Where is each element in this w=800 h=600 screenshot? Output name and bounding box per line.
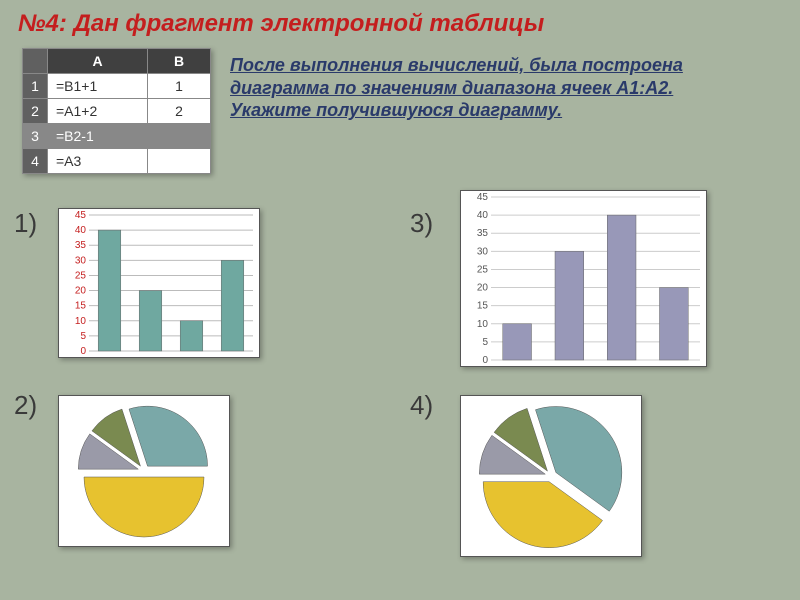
svg-text:20: 20 xyxy=(75,286,87,297)
col-header-b: B xyxy=(148,49,211,74)
svg-text:40: 40 xyxy=(477,210,489,221)
col-header-a: A xyxy=(48,49,148,74)
svg-text:25: 25 xyxy=(477,264,489,275)
row-number: 1 xyxy=(23,74,48,99)
page-title: №4: Дан фрагмент электронной таблицы xyxy=(0,0,800,42)
question-text: После выполнения вычислений, была постро… xyxy=(230,54,720,122)
svg-text:10: 10 xyxy=(477,319,489,330)
cell-b: 2 xyxy=(148,99,211,124)
svg-text:25: 25 xyxy=(75,270,87,281)
svg-text:5: 5 xyxy=(80,331,86,342)
cell-a: =A1+2 xyxy=(48,99,148,124)
cell-b: 1 xyxy=(148,74,211,99)
row-number: 3 xyxy=(23,124,48,149)
svg-text:0: 0 xyxy=(80,346,86,357)
row-number: 4 xyxy=(23,149,48,174)
col-header-blank xyxy=(23,49,48,74)
table-row: 3=B2-1 xyxy=(23,124,211,149)
svg-text:45: 45 xyxy=(75,210,87,221)
svg-text:15: 15 xyxy=(75,301,87,312)
option-label-3: 3) xyxy=(410,208,433,239)
svg-text:5: 5 xyxy=(482,337,488,348)
cell-b xyxy=(148,149,211,174)
cell-a: =A3 xyxy=(48,149,148,174)
cell-a: =B1+1 xyxy=(48,74,148,99)
svg-text:20: 20 xyxy=(477,283,489,294)
table-row: 1=B1+11 xyxy=(23,74,211,99)
row-number: 2 xyxy=(23,99,48,124)
chart-option-1: 0 5 10 15 20 25 30 35 40 45 xyxy=(58,208,260,358)
spreadsheet-fragment: A B 1=B1+112=A1+223=B2-14=A3 xyxy=(22,48,211,174)
cell-b xyxy=(148,124,211,149)
chart-option-2 xyxy=(58,395,230,547)
svg-text:40: 40 xyxy=(75,225,87,236)
chart-option-4 xyxy=(460,395,642,557)
svg-text:15: 15 xyxy=(477,301,489,312)
chart-option-3: 0 5 10 15 20 25 30 35 40 45 xyxy=(460,190,707,367)
option-label-2: 2) xyxy=(14,390,37,421)
table-row: 2=A1+22 xyxy=(23,99,211,124)
option-label-4: 4) xyxy=(410,390,433,421)
option-label-1: 1) xyxy=(14,208,37,239)
svg-text:30: 30 xyxy=(75,255,87,266)
svg-text:45: 45 xyxy=(477,192,489,203)
table: A B 1=B1+112=A1+223=B2-14=A3 xyxy=(22,48,211,174)
svg-text:35: 35 xyxy=(477,228,489,239)
svg-text:0: 0 xyxy=(482,355,488,366)
svg-text:35: 35 xyxy=(75,240,87,251)
table-row: 4=A3 xyxy=(23,149,211,174)
svg-text:30: 30 xyxy=(477,246,489,257)
svg-text:10: 10 xyxy=(75,316,87,327)
cell-a: =B2-1 xyxy=(48,124,148,149)
